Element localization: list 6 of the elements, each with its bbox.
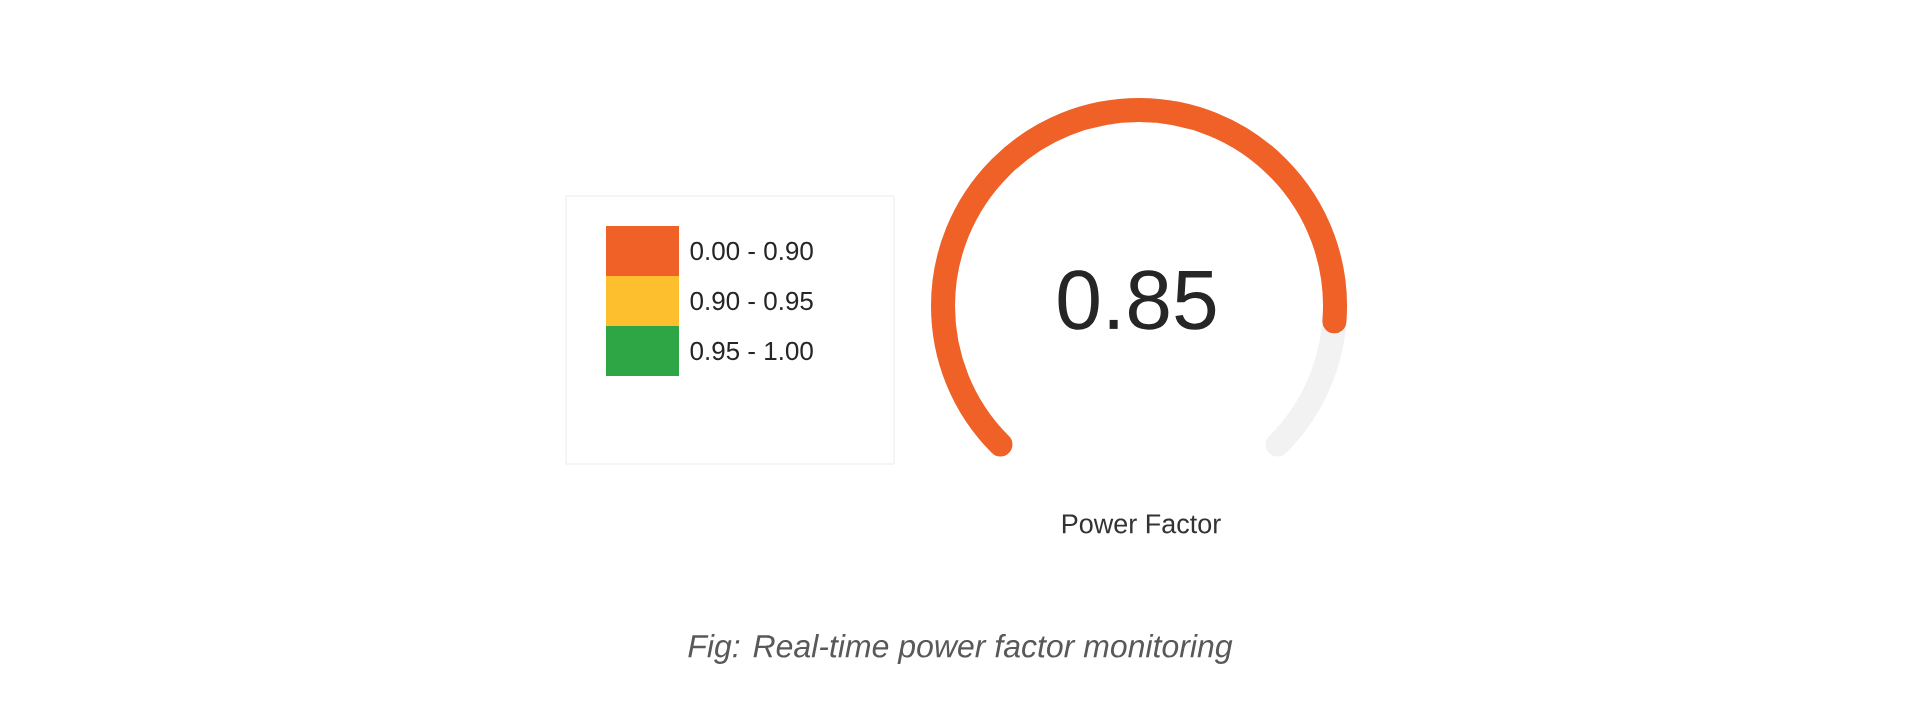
data-label: 0.85: [1058, 270, 1216, 330]
text: Power Factor: [1062, 514, 1221, 534]
legend-label: 0.95 - 1.00: [690, 341, 813, 361]
legend-label: 0.90 - 0.95: [690, 291, 813, 311]
text: Fig: Real-time power factor monitoring: [688, 634, 1233, 664]
legend-label: 0.00 - 0.90: [690, 241, 813, 261]
